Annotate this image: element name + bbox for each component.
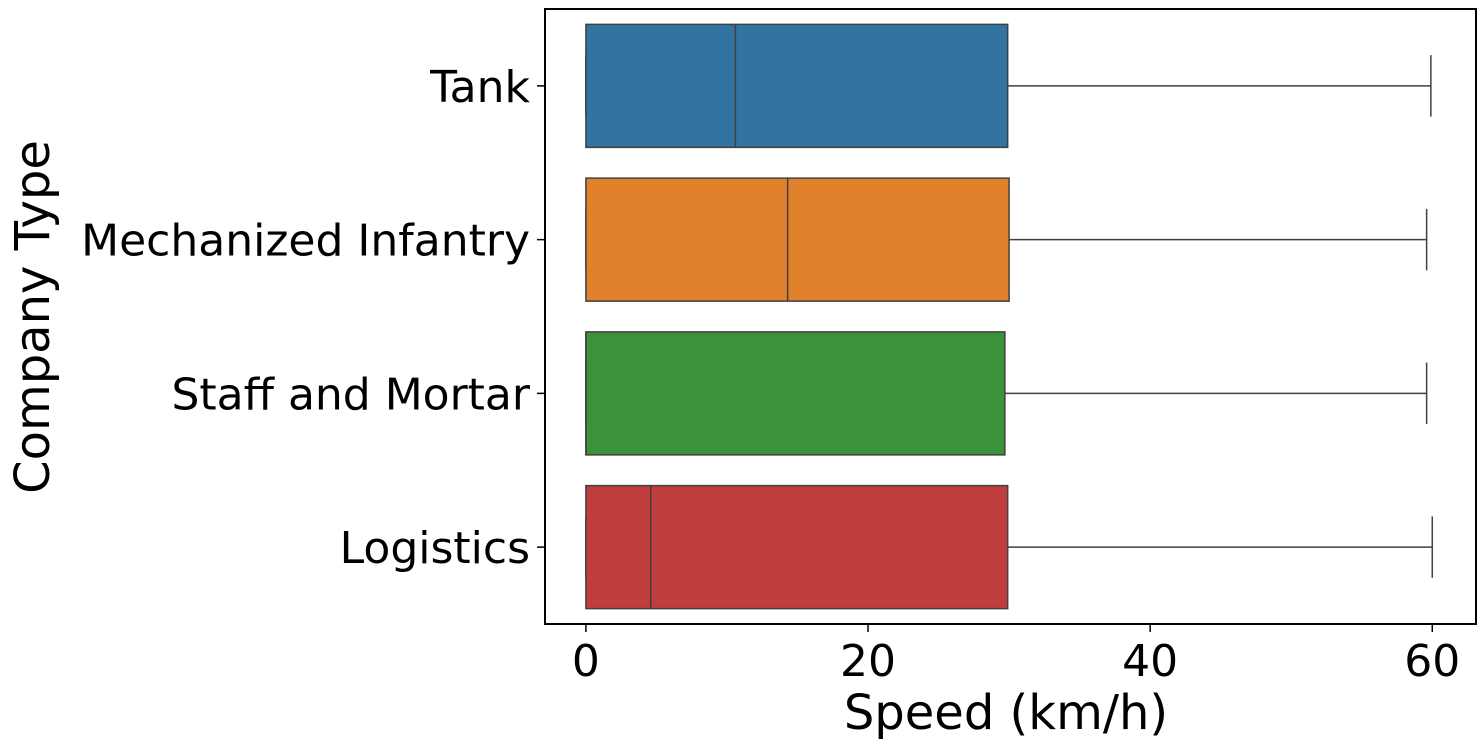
x-tick-label: 60	[1404, 636, 1460, 687]
box-staff-and-mortar	[585, 331, 1006, 456]
x-tick-label: 0	[572, 636, 600, 687]
x-tick-label: 40	[1122, 636, 1178, 687]
box-tank	[585, 23, 1009, 149]
x-tick-label: 20	[840, 636, 896, 687]
x-axis-label: Speed (km/h)	[844, 685, 1168, 741]
box-logistics	[585, 484, 1009, 610]
y-tick-label: Tank	[429, 62, 530, 113]
x-axis: 0 20 40 60	[572, 624, 1460, 687]
box-group	[585, 23, 1434, 610]
y-tick-label: Staff and Mortar	[172, 369, 531, 420]
y-tick-label: Mechanized Infantry	[81, 216, 530, 267]
y-tick-label: Logistics	[340, 523, 530, 574]
y-axis: Tank Mechanized Infantry Staff and Mortar L…	[81, 62, 545, 574]
plot-area-border	[544, 8, 1477, 625]
box-mechanized-infantry	[585, 177, 1010, 302]
y-axis-label: Company Type	[5, 140, 61, 494]
